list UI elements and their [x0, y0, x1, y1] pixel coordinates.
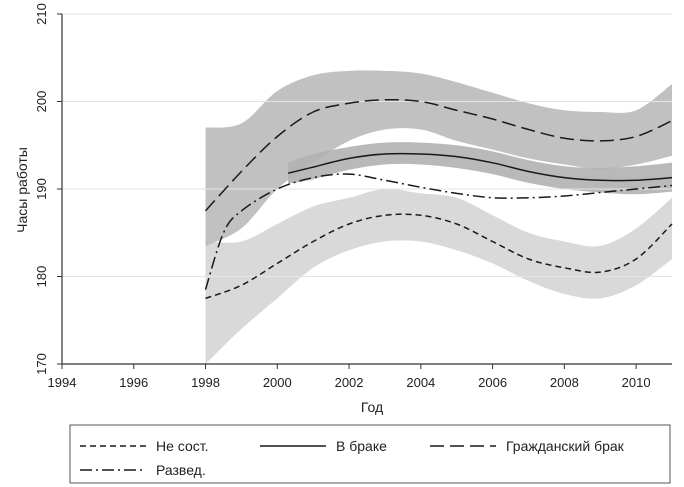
- y-tick-label-190: 190: [34, 178, 49, 200]
- legend-label-1: Не сост.: [156, 438, 208, 454]
- axes: 170 180 190 200 210 1994 1996 1998 2000 2002 2004 2…: [34, 3, 672, 390]
- x-tick-label-2000: 2000: [263, 375, 292, 390]
- ci-band-3: [205, 70, 672, 246]
- x-tick-label-1996: 1996: [119, 375, 148, 390]
- ci-band-1: [205, 188, 672, 364]
- x-tick-label-2004: 2004: [406, 375, 435, 390]
- y-tick-label-210: 210: [34, 3, 49, 25]
- legend-label-4: Развед.: [156, 462, 206, 478]
- series-line-4: [204, 173, 673, 290]
- x-tick-label-2006: 2006: [478, 375, 507, 390]
- series-lines: [204, 98, 673, 300]
- ci-band-2: [288, 142, 672, 195]
- y-axis-label: Часы работы: [14, 147, 30, 233]
- legend: Не сост. В браке Гражданский брак Развед.: [69, 424, 671, 484]
- y-tick-label-170: 170: [34, 353, 49, 375]
- x-tick-label-1994: 1994: [48, 375, 77, 390]
- x-tick-label-1998: 1998: [191, 375, 220, 390]
- confidence-bands: [205, 70, 672, 364]
- series-line-1: [205, 213, 673, 300]
- x-tick-label-2002: 2002: [335, 375, 364, 390]
- series-line-2: [287, 152, 673, 182]
- legend-box: [69, 424, 671, 484]
- legend-label-3: Гражданский брак: [506, 438, 625, 454]
- legend-label-2: В браке: [336, 438, 387, 454]
- x-tick-label-2008: 2008: [550, 375, 579, 390]
- x-axis-label: Год: [361, 399, 383, 415]
- y-tick-label-180: 180: [34, 266, 49, 288]
- x-tick-label-2010: 2010: [622, 375, 651, 390]
- y-tick-label-200: 200: [34, 91, 49, 113]
- series-line-3: [204, 98, 673, 212]
